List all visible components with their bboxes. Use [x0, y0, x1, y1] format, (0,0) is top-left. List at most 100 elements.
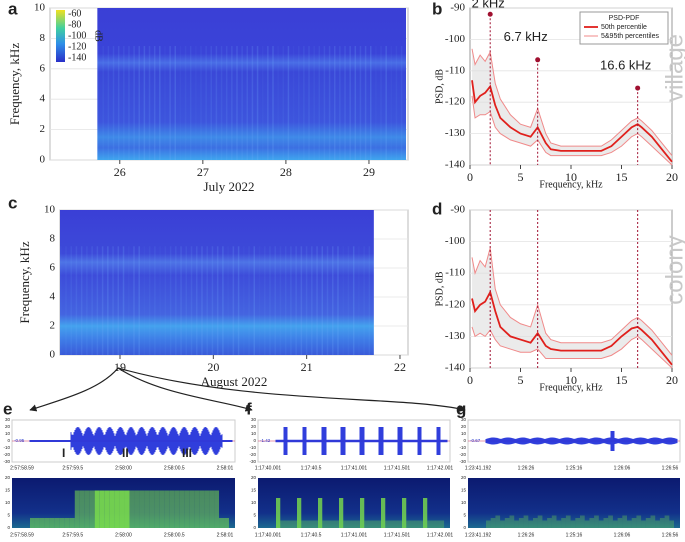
spectrogram-energy [109, 490, 115, 528]
x-axis-label: Frequency, kHz [539, 382, 603, 393]
spectrogram-energy [431, 520, 436, 528]
time-label: 2:57:59.5 [62, 532, 83, 538]
spectrogram-streak [368, 246, 371, 355]
spectrogram-streak [133, 246, 135, 355]
spectrogram-streak [112, 46, 115, 160]
spectrogram-streak [169, 246, 172, 355]
time-label: 2:58:00.5 [164, 465, 185, 471]
spectrogram-energy [603, 518, 609, 528]
spectrogram-energy [584, 520, 590, 528]
spectrogram-tick-label: 20 [461, 475, 467, 480]
spectrogram-energy [351, 520, 356, 528]
y-tick-label: -120 [445, 298, 466, 310]
spectrogram-energy [149, 490, 155, 528]
spectrogram-energy [364, 520, 369, 528]
spectrogram-streak [400, 46, 403, 160]
spectrogram-energy [486, 520, 491, 528]
spectrogram-energy [427, 520, 432, 528]
spectrogram-energy [119, 490, 125, 528]
call-label: II [122, 446, 129, 460]
spectrogram-energy [292, 520, 298, 528]
spectrogram-energy [650, 515, 656, 528]
spectrogram-streak [190, 246, 193, 355]
spectrogram-streak [159, 246, 161, 355]
spectrogram-energy [288, 520, 293, 528]
spectrogram-energy [179, 490, 185, 528]
spectrogram-energy [504, 518, 510, 528]
spectrogram-energy [659, 518, 665, 528]
waveform-tick-label: 10 [461, 431, 467, 436]
spectrogram-streak [143, 46, 146, 160]
spectrogram-tick-label: 10 [5, 500, 11, 505]
spectrogram-streak [75, 246, 78, 355]
spectrogram-energy [580, 515, 585, 528]
spectrogram-energy [368, 520, 373, 528]
panel-label: g [456, 399, 466, 418]
spectrogram-energy [575, 518, 581, 528]
spectrogram-energy [641, 520, 646, 528]
spectrogram-energy [30, 518, 35, 528]
spectrogram-streak [236, 46, 238, 160]
spectrogram-streak [267, 46, 269, 160]
y-tick-label: -120 [445, 96, 466, 108]
spectrogram-energy [99, 490, 105, 528]
spectrogram-streak [107, 246, 109, 355]
spectrogram-tick-label: 5 [463, 513, 466, 518]
spectrogram-energy [495, 515, 501, 528]
y-tick-label: -100 [445, 235, 466, 247]
spectrogram-streak [80, 246, 83, 355]
spectrogram-streak [153, 46, 156, 160]
spectrogram-streak [143, 246, 146, 355]
y-tick-label: 0 [40, 154, 46, 166]
annotation-dot [487, 11, 493, 17]
spectrogram-streak [352, 246, 355, 355]
spectrogram-streak [390, 46, 393, 160]
spectrogram-tick-label: 0 [253, 525, 256, 530]
colorbar-tick-label: -120 [68, 41, 86, 52]
spectrogram-energy [627, 520, 632, 528]
spectrogram-energy [385, 520, 390, 528]
panel-label: d [432, 199, 442, 218]
spectrogram-streak [300, 246, 303, 355]
spectrogram-energy [537, 515, 543, 528]
spectrogram-energy [561, 518, 566, 528]
y-tick-label: -110 [445, 267, 465, 279]
spectrogram-streak [211, 246, 214, 355]
x-tick-label: 15 [616, 170, 628, 184]
waveform-trace [275, 427, 448, 455]
spectrogram-energy [655, 520, 660, 528]
x-tick-label: 28 [280, 165, 292, 179]
spectrogram-streak [364, 46, 367, 160]
time-label: 1:17:41.001 [341, 465, 368, 471]
waveform-offset: -0.67 [470, 438, 481, 443]
spectrogram-streak [263, 246, 266, 355]
spectrogram-streak [303, 46, 305, 160]
y-tick-label: 2 [50, 320, 56, 332]
spectrogram-streak [222, 246, 224, 355]
arrow-g [117, 367, 466, 413]
waveform-trace [485, 431, 678, 451]
spectrogram-energy [219, 518, 225, 528]
spectrogram-energy [402, 498, 407, 528]
waveform-tick-label: 0 [7, 438, 10, 443]
spectrogram-energy [547, 518, 552, 528]
y-tick-label: 2 [40, 123, 46, 135]
spectrogram-streak [326, 246, 329, 355]
spectrogram-streak [107, 46, 110, 160]
spectrogram-streak [258, 246, 261, 355]
legend-entry: 5&95th percentiles [601, 33, 659, 40]
y-tick-label: -110 [445, 64, 465, 76]
spectrogram-energy [94, 490, 100, 528]
spectrogram-streak [284, 246, 287, 355]
spectrogram-streak [318, 46, 321, 160]
spectrogram-streak [274, 246, 276, 355]
spectrogram-streak [184, 46, 187, 160]
spectrogram-streak [148, 46, 151, 160]
waveform-tick-label: -10 [459, 445, 466, 450]
spectrogram-streak [333, 46, 336, 160]
y-tick-label: 4 [40, 93, 46, 105]
waveform-tick-label: -10 [3, 445, 10, 450]
legend-title: PSD-PDF [609, 15, 640, 22]
spectrogram-streak [169, 46, 171, 160]
spectrogram-energy [439, 520, 445, 528]
